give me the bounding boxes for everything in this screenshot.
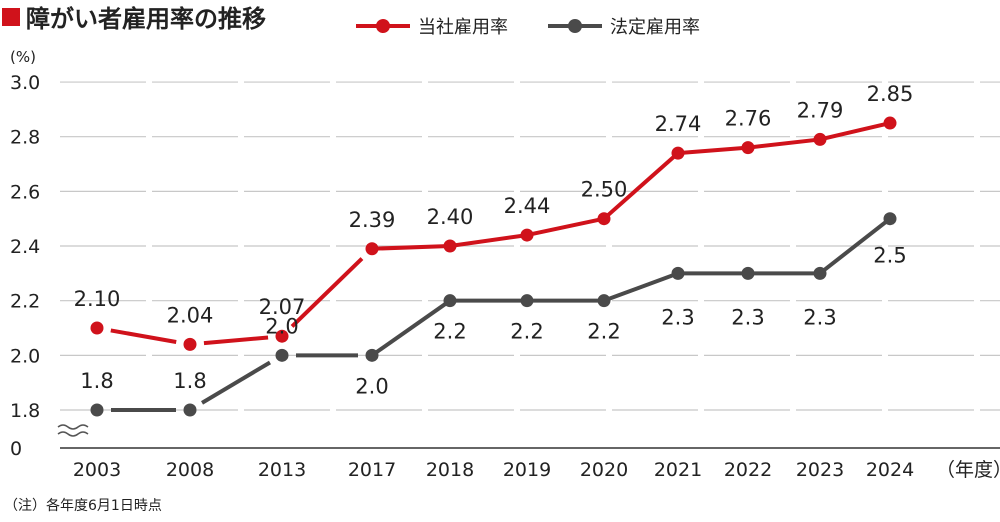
series-segment <box>602 151 680 221</box>
series-segment <box>203 335 269 346</box>
axis-break-icon <box>57 424 89 437</box>
y-axis-ticks: 3.0 2.8 2.6 2.4 2.2 2.0 1.8 0 <box>10 72 40 460</box>
chart-title: 障がい者雇用率の推移 <box>26 5 266 33</box>
data-point <box>813 132 827 146</box>
series-segment <box>449 233 528 249</box>
data-point <box>183 403 197 417</box>
data-point <box>365 348 379 362</box>
x-tick-label: 2023 <box>796 459 844 481</box>
data-point <box>741 141 755 155</box>
x-tick-label: 2003 <box>73 459 121 481</box>
data-label: 2.50 <box>581 178 628 202</box>
data-label: 2.3 <box>661 305 694 329</box>
series-segment <box>290 257 364 328</box>
x-tick-label: 2022 <box>724 459 772 481</box>
data-label: 2.2 <box>510 320 543 344</box>
data-point <box>741 266 755 280</box>
data-point <box>883 116 897 130</box>
data-point <box>883 212 897 226</box>
series-group: 2.10 2.04 2.07 2.39 2.40 2.44 2.50 2.74 2.76 2.79… <box>74 82 914 417</box>
x-tick-label: 2017 <box>348 459 396 481</box>
data-point <box>365 242 379 256</box>
data-label: 1.8 <box>173 369 206 393</box>
legend-label-statutory: 法定雇用率 <box>610 17 700 38</box>
y-tick-label: 0 <box>10 438 22 460</box>
series-segment <box>818 217 892 275</box>
data-label: 2.40 <box>427 205 474 229</box>
x-axis-ticks: 2003 2008 2013 2017 2018 2019 2020 2021 2022 2023… <box>73 459 914 481</box>
data-point <box>443 294 457 308</box>
data-label: 2.04 <box>167 303 214 327</box>
data-label: 2.3 <box>731 305 764 329</box>
data-label: 2.0 <box>265 314 298 338</box>
data-point <box>443 239 457 253</box>
data-point <box>813 266 827 280</box>
y-tick-label: 2.0 <box>10 345 40 367</box>
data-label: 2.10 <box>74 287 121 311</box>
data-point <box>520 228 534 242</box>
x-tick-label: 2021 <box>654 459 702 481</box>
data-point <box>275 348 289 362</box>
data-point <box>671 146 685 160</box>
data-label: 2.2 <box>587 320 620 344</box>
data-point <box>597 294 611 308</box>
data-label: 1.8 <box>80 369 113 393</box>
legend-label-company: 当社雇用率 <box>418 17 508 38</box>
y-tick-label: 1.8 <box>10 400 40 422</box>
y-axis-unit: (%) <box>10 48 36 66</box>
data-label: 2.79 <box>797 98 844 122</box>
series-segment <box>110 328 177 344</box>
series-segment <box>819 121 891 142</box>
y-tick-label: 3.0 <box>10 72 40 94</box>
data-label: 2.44 <box>504 194 551 218</box>
data-point <box>90 321 104 335</box>
data-label: 2.07 <box>259 295 306 319</box>
series-segment <box>747 137 821 150</box>
data-label: 2.2 <box>433 320 466 344</box>
data-point <box>597 212 611 226</box>
x-tick-label: 2020 <box>580 459 628 481</box>
x-tick-label: 2019 <box>503 459 551 481</box>
data-label: 2.3 <box>803 305 836 329</box>
data-point <box>671 266 685 280</box>
data-point <box>275 329 289 343</box>
x-tick-label: 2018 <box>426 459 474 481</box>
legend: 当社雇用率 法定雇用率 <box>356 17 700 38</box>
x-axis-unit: （年度） <box>936 459 1000 481</box>
y-tick-label: 2.6 <box>10 181 40 203</box>
gridlines <box>60 81 1000 449</box>
y-tick-label: 2.4 <box>10 236 40 258</box>
data-label: 2.76 <box>725 107 772 131</box>
x-tick-label: 2008 <box>166 459 214 481</box>
legend-marker-statutory <box>568 19 582 33</box>
series-segment <box>201 360 271 405</box>
x-tick-label: 2024 <box>866 459 914 481</box>
y-tick-label: 2.2 <box>10 291 40 313</box>
y-tick-label: 2.8 <box>10 127 40 149</box>
data-label: 2.74 <box>655 112 702 136</box>
legend-marker-company <box>376 19 390 33</box>
data-label: 2.5 <box>873 244 906 268</box>
series-segment <box>526 216 605 238</box>
title-marker <box>2 8 20 26</box>
data-label: 2.0 <box>355 374 388 398</box>
data-label: 2.85 <box>867 82 914 106</box>
series-segment <box>371 244 451 251</box>
footnote: （注）各年度6月1日時点 <box>4 498 162 514</box>
data-point <box>520 294 534 308</box>
series-segment <box>677 145 749 156</box>
data-point <box>90 403 104 417</box>
x-tick-label: 2013 <box>258 459 306 481</box>
series-segment <box>370 299 452 357</box>
data-point <box>183 337 197 351</box>
series-segment <box>603 271 679 303</box>
data-label: 2.39 <box>349 208 396 232</box>
